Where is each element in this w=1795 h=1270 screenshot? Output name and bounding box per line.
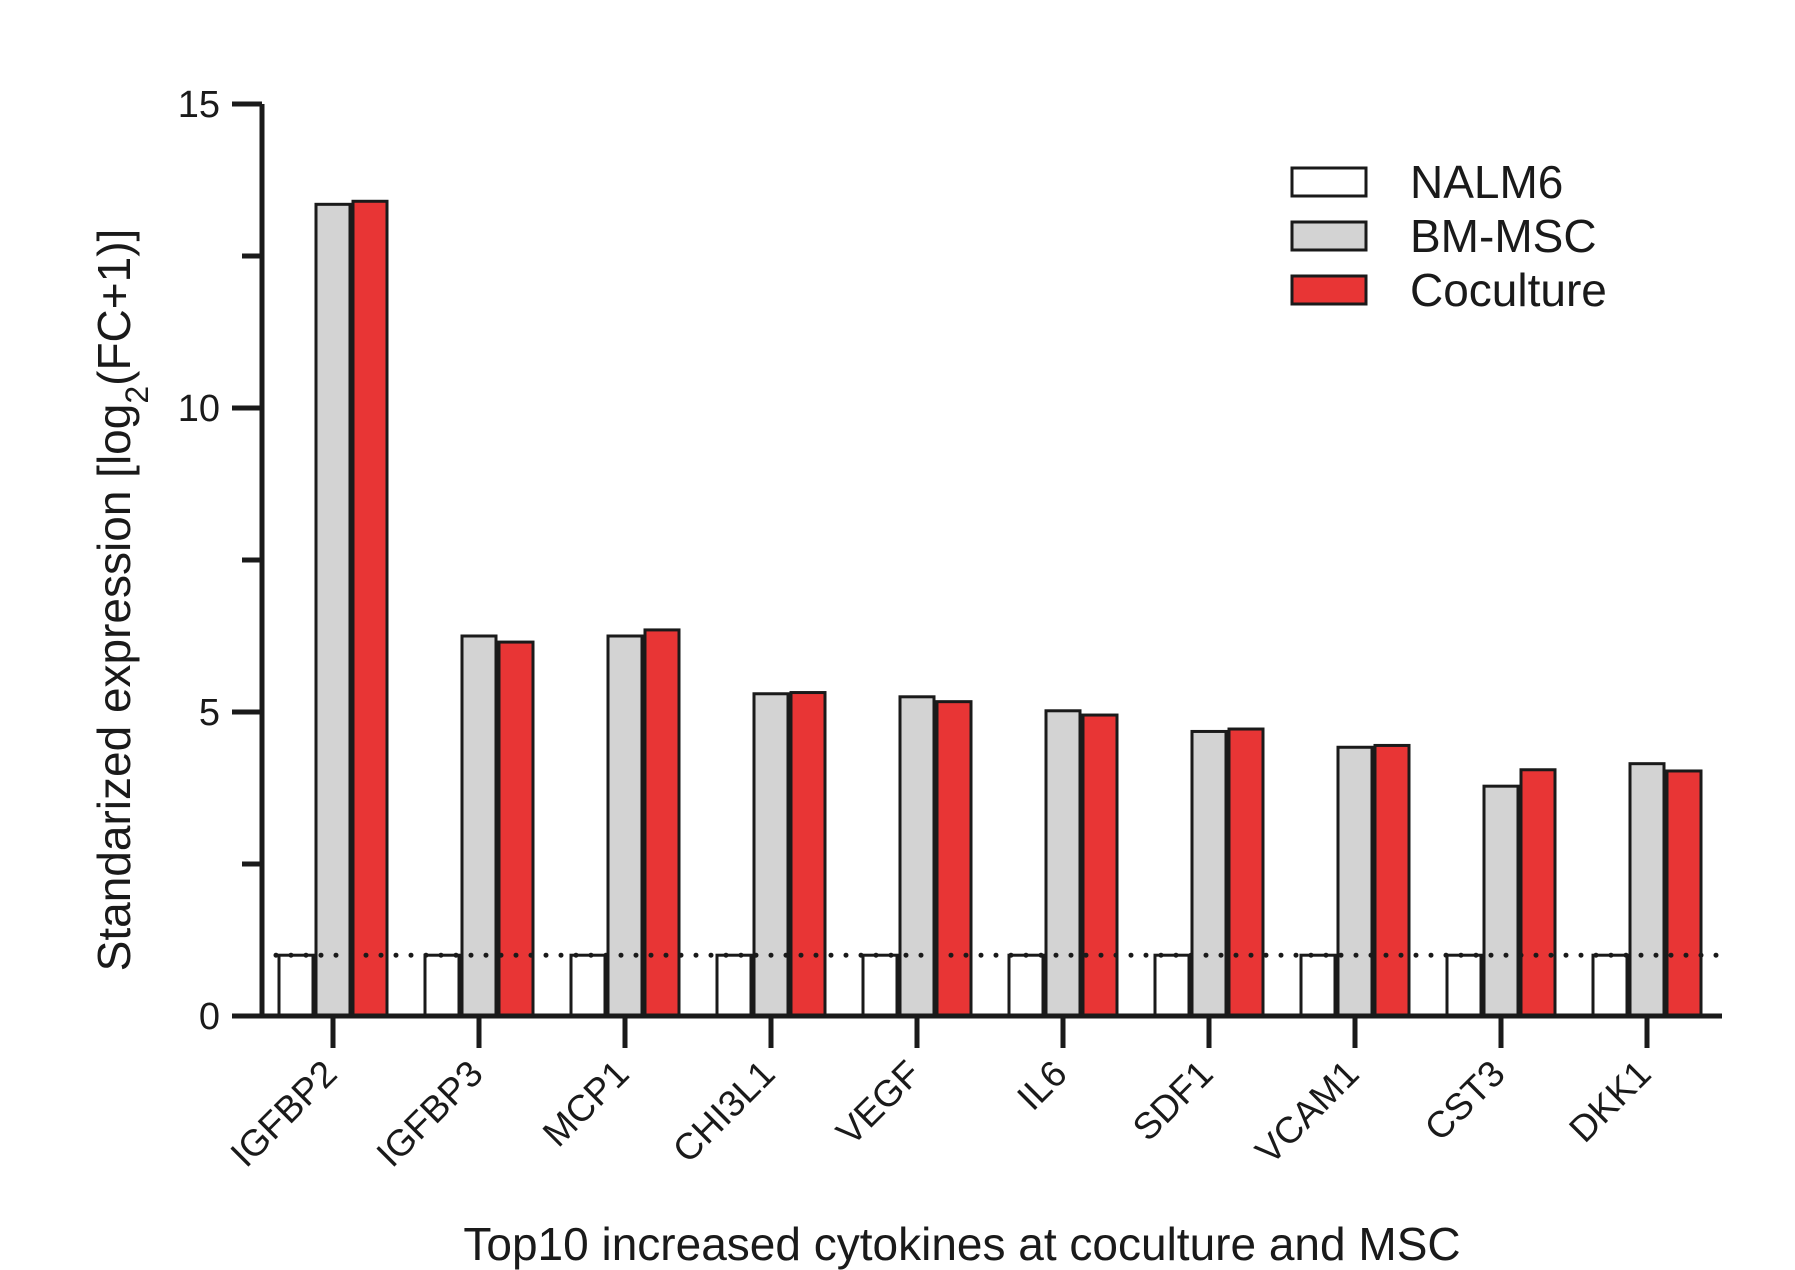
bar-nalm6-vegf [861,953,899,1018]
bar-coculture-cst3 [1519,768,1557,1018]
legend-label-bm-msc: BM-MSC [1410,210,1597,262]
bar-coculture-sdf1 [1227,727,1265,1018]
legend-swatch-nalm6 [1290,166,1368,198]
bar-bm-msc-sdf1 [1190,729,1228,1018]
y-tick-label-15: 15 [178,84,220,126]
bar-coculture-igfbp3 [497,640,535,1018]
y-axis-title-suffix: (FC+1)] [88,229,140,386]
bar-coculture-il6 [1081,713,1119,1018]
bar-coculture-vegf [935,700,973,1018]
x-tick-label-igfbp3: IGFBP3 [369,1053,491,1175]
bar-bm-msc-vcam1 [1336,745,1374,1018]
y-axis-title-main: Standarized expression [log [88,404,140,972]
x-ticks-layer: IGFBP2 IGFBP3 MCP1 CHI3L1 VEGF IL6 SDF1 VCAM1 CS… [223,1016,1659,1175]
bar-coculture-chi3l1 [789,691,827,1018]
bar-bm-msc-vegf [898,695,936,1018]
legend-swatch-bm-msc [1290,220,1368,252]
bar-nalm6-igfbp3 [423,953,461,1018]
x-tick-label-mcp1: MCP1 [535,1053,637,1155]
x-tick-label-il6: IL6 [1009,1053,1074,1118]
bars-layer [277,199,1703,1018]
y-tick-label-0: 0 [199,996,220,1038]
legend-label-coculture: Coculture [1410,264,1607,316]
bar-nalm6-dkk1 [1591,953,1629,1018]
y-tick-label-10: 10 [178,388,220,430]
y-axis-title-subscript: 2 [119,386,155,404]
bar-nalm6-igfbp2 [277,953,315,1018]
bar-bm-msc-mcp1 [606,634,644,1018]
bar-coculture-igfbp2 [351,199,389,1018]
x-tick-label-igfbp2: IGFBP2 [223,1053,345,1175]
bar-bm-msc-dkk1 [1628,762,1666,1018]
bar-coculture-vcam1 [1373,743,1411,1018]
bar-nalm6-chi3l1 [715,953,753,1018]
legend-swatch-coculture [1290,274,1368,306]
bar-nalm6-cst3 [1445,953,1483,1018]
x-tick-label-vcam1: VCAM1 [1248,1053,1367,1172]
y-tick-label-5: 5 [199,692,220,734]
x-tick-label-vegf: VEGF [828,1053,928,1153]
bar-coculture-dkk1 [1665,769,1703,1018]
bar-bm-msc-cst3 [1482,784,1520,1018]
bar-nalm6-vcam1 [1299,953,1337,1018]
x-axis-title: Top10 increased cytokines at coculture a… [463,1218,1460,1270]
x-tick-label-sdf1: SDF1 [1125,1053,1221,1149]
bar-nalm6-mcp1 [569,953,607,1018]
bar-nalm6-il6 [1007,953,1045,1018]
bar-bm-msc-il6 [1044,709,1082,1018]
bar-bm-msc-igfbp3 [460,634,498,1018]
bar-bm-msc-igfbp2 [314,202,352,1018]
bar-nalm6-sdf1 [1153,953,1191,1018]
bar-coculture-mcp1 [643,628,681,1018]
y-ticks-layer: 0 5 10 15 [178,84,262,1038]
legend-label-nalm6: NALM6 [1410,156,1563,208]
x-tick-label-dkk1: DKK1 [1561,1053,1658,1150]
x-tick-label-chi3l1: CHI3L1 [665,1053,783,1171]
x-tick-label-cst3: CST3 [1417,1053,1513,1149]
y-axis-title: Standarized expression [log2(FC+1)] [88,229,155,972]
bar-bm-msc-chi3l1 [752,692,790,1018]
